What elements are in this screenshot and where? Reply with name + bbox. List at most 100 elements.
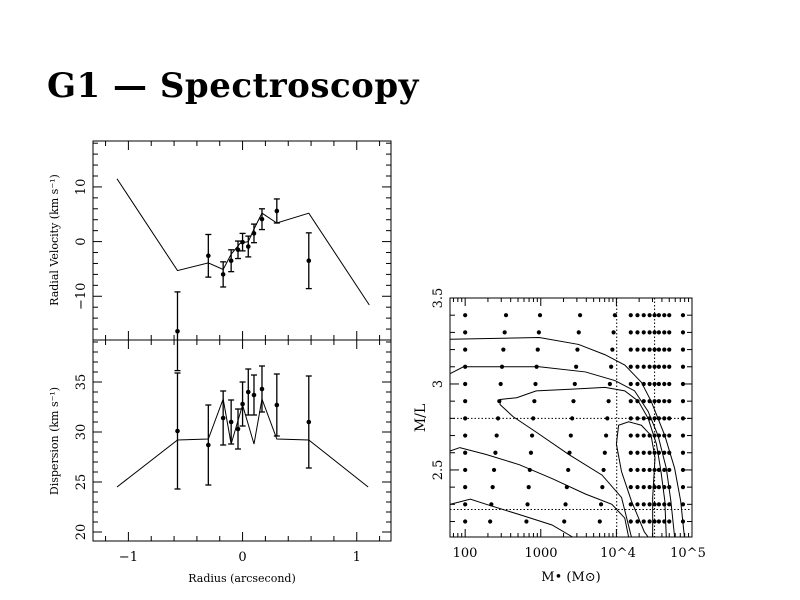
model-grid-point [463,313,468,318]
model-grid-point [534,364,539,369]
model-grid-point [641,381,646,387]
model-grid-point [576,330,581,335]
model-grid-point [501,347,506,352]
model-grid-point [662,519,667,524]
model-grid-point [662,502,667,507]
model-grid-point [667,416,672,421]
model-grid-point [667,399,672,404]
radial-velocity-panel: −10 0 10 [74,140,392,372]
model-grid-point [680,433,686,438]
model-grid-point [612,313,617,318]
model-grid-point [605,416,610,421]
model-grid-point [662,450,667,455]
model-grid-point [680,467,686,473]
model-grid-point [652,450,657,455]
model-grid-point [647,330,652,335]
model-grid-point [667,347,672,352]
x-tick-label-100: 100 [453,546,478,561]
model-grid-point [570,416,575,421]
model-grid-point [656,433,662,438]
model-grid-point [641,485,646,490]
radial-velocity-axis-label: Radial Velocity (km s⁻¹) [48,174,61,306]
model-grid-point [652,347,657,352]
mass-to-light-panel: 2.5 3 3.5 [431,288,693,538]
model-grid-point [652,399,657,404]
model-grid-point [567,450,572,455]
model-grid-point [494,433,499,438]
model-grid-point [667,330,672,335]
data-point [175,328,180,334]
model-grid-point [635,330,640,335]
model-grid-point [641,467,646,473]
data-point [274,208,280,214]
x-tick-label-1e4: 10^4 [600,546,636,561]
model-grid-point [598,502,604,507]
model-grid-point [647,485,652,490]
model-grid-point [647,399,652,404]
model-grid-point [628,450,633,455]
model-grid-point [656,519,662,524]
model-grid-point [609,364,614,369]
model-grid-point [606,399,611,404]
model-grid-point [498,381,503,387]
radius-axis-label: Radius (arcsecond) [188,572,296,585]
model-grid-point [680,519,686,524]
model-grid-point [662,433,667,438]
model-grid-point [647,416,652,421]
model-grid-point [628,399,633,404]
data-point [245,244,251,249]
plot-frame [92,339,392,542]
model-grid-point [628,467,633,473]
model-grid-point [463,450,468,455]
chi-square-contour [449,337,685,538]
model-grid-point [601,467,606,473]
model-grid-point [641,364,646,369]
model-grid-point [641,416,646,421]
model-grid-point [628,519,633,524]
model-grid-point [524,519,529,524]
model-grid-point [628,485,633,490]
model-grid-point [641,313,646,318]
model-grid-point [641,347,646,352]
model-grid-point [652,330,657,335]
model-grid-point [577,313,583,318]
model-grid-point [463,330,468,335]
y-tick-label: 2.5 [431,460,446,481]
model-grid-point [667,450,672,455]
mass-axis-label: M• (M⊙) [541,570,600,585]
model-grid-point [667,313,672,318]
model-grid-point [493,450,498,455]
model-grid-point [656,364,662,369]
model-grid-point [607,381,612,387]
model-grid-point [652,381,657,387]
y-tick-label: 25 [74,474,89,491]
model-grid-point [635,381,640,387]
model-grid-point [495,416,501,421]
model-grid-point [463,485,468,490]
model-grid-point [463,364,468,369]
data-point [228,419,234,425]
dispersion-axis-label: Dispersion (km s⁻¹) [48,387,61,495]
model-grid-point [529,433,535,438]
model-grid-point [680,347,686,352]
model-grid-point [667,433,672,438]
model-grid-point [463,519,468,524]
ml-axis-label: M/L [413,404,429,432]
model-grid-point [499,364,505,369]
data-point [206,253,211,259]
model-grid-point [647,502,652,507]
model-grid-point [680,381,686,387]
model-grid-point [647,364,652,369]
model-grid-point [488,519,493,524]
chi-square-contour [615,421,656,538]
model-grid-point [641,502,646,507]
data-point [306,258,312,264]
model-grid-point [575,347,580,352]
model-grid-point [667,467,672,473]
model-grid-point [652,485,657,490]
model-grid-point [572,381,577,387]
model-grid-point [536,330,541,335]
model-grid-point [656,330,662,335]
model-grid-point [635,485,640,490]
model-grid-point [527,467,532,473]
